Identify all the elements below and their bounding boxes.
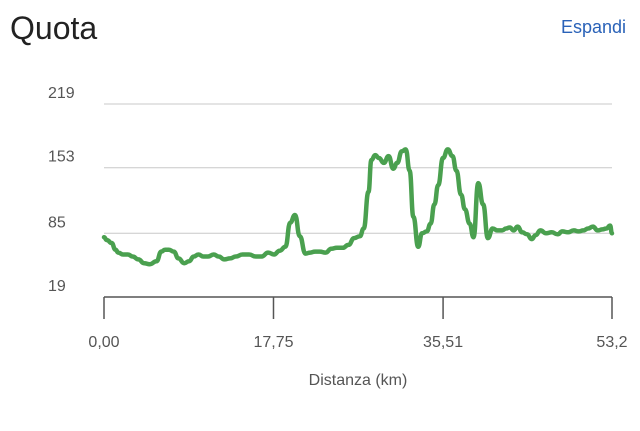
elevation-series-line (101, 147, 615, 267)
x-axis-label: Distanza (km) (309, 372, 408, 389)
x-tick-label: 35,51 (423, 334, 463, 351)
x-axis: 0,00 17,75 35,51 53,2 (88, 296, 628, 351)
series-layer (101, 147, 615, 267)
y-tick-label: 153 (48, 149, 75, 166)
x-tick-label: 53,2 (596, 334, 627, 351)
y-tick-label: 19 (48, 278, 66, 295)
expand-link[interactable]: Espandi (560, 17, 626, 37)
x-tick-label: 17,75 (253, 334, 293, 351)
chart-title: Quota (10, 10, 98, 46)
grid-lines (104, 103, 612, 298)
x-tick-label: 0,00 (88, 334, 119, 351)
y-tick-label: 219 (48, 85, 75, 102)
y-axis-ticks: 219 153 85 19 (48, 85, 75, 295)
y-tick-label: 85 (48, 214, 66, 231)
